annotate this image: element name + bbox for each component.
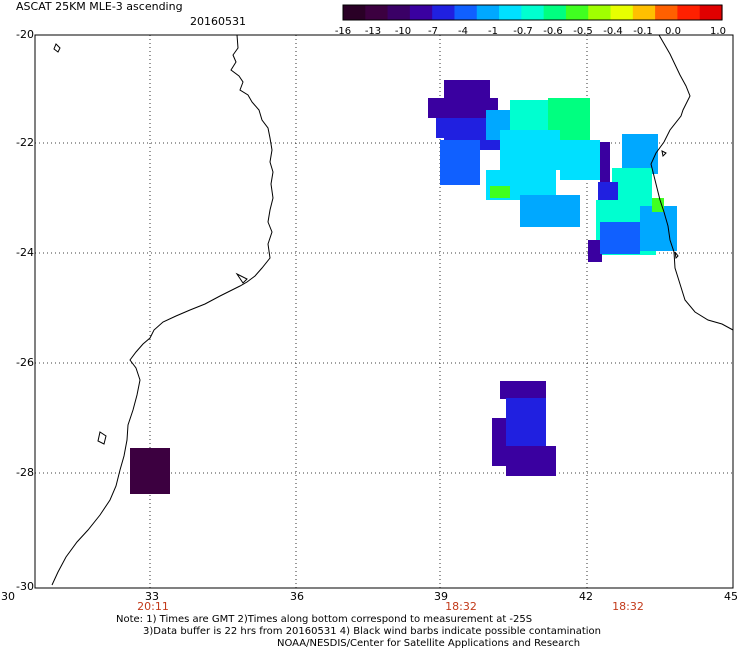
data-cell [600, 222, 640, 254]
time-label: 20:11 [137, 600, 169, 613]
wind-data-swaths [130, 80, 677, 494]
y-tick-label: -24 [16, 246, 34, 259]
colorbar-swatch [432, 5, 456, 20]
data-cell [490, 186, 510, 198]
colorbar-label: 0.0 [665, 26, 681, 37]
data-cell [560, 140, 600, 180]
colorbar-swatch [610, 5, 634, 20]
data-cell [506, 398, 546, 418]
map-date: 20160531 [190, 15, 246, 28]
colorbar-swatch [454, 5, 478, 20]
y-tick-label: -26 [16, 356, 34, 369]
colorbar-swatch [588, 5, 612, 20]
data-cell [492, 418, 506, 466]
colorbar-label: -10 [394, 26, 412, 37]
colorbar-swatch [387, 5, 411, 20]
colorbar-swatch [655, 5, 679, 20]
colorbar-swatch [521, 5, 545, 20]
colorbar-frame [342, 4, 723, 21]
data-cell [500, 381, 546, 399]
colorbar-swatch [677, 5, 701, 20]
footnote-line-2: 3)Data buffer is 22 hrs from 20160531 4)… [143, 626, 601, 637]
colorbar-label: -13 [364, 26, 382, 37]
y-tick-label: -20 [16, 28, 34, 41]
x-tick-label: 36 [290, 590, 304, 603]
colorbar [342, 4, 723, 21]
colorbar-swatch [343, 5, 366, 20]
gridlines [35, 35, 733, 588]
data-cell [588, 240, 602, 262]
colorbar-label: -0.6 [543, 26, 563, 37]
colorbar-label: -0.7 [513, 26, 533, 37]
colorbar-label: -0.4 [603, 26, 623, 37]
x-tick-label: 42 [579, 590, 593, 603]
data-cell [428, 98, 498, 118]
colorbar-swatch [499, 5, 522, 20]
colorbar-swatch [699, 5, 723, 20]
colorbar-label: -16 [334, 26, 352, 37]
colorbar-swatch [476, 5, 500, 20]
coastline [51, 34, 734, 586]
y-tick-label: -30 [16, 580, 34, 593]
data-cell [600, 142, 610, 182]
colorbar-swatch [409, 5, 433, 20]
colorbar-swatch [543, 5, 567, 20]
colorbar-swatch [365, 5, 389, 20]
map-title: ASCAT 25KM MLE-3 ascending [16, 0, 183, 13]
y-tick-label: -28 [16, 466, 34, 479]
data-cell [652, 198, 664, 212]
data-cell [444, 80, 490, 98]
colorbar-label: -0.1 [633, 26, 653, 37]
footnote-line-1: Note: 1) Times are GMT 2)Times along bot… [116, 614, 533, 625]
time-label: 18:32 [612, 600, 644, 613]
y-tick-label: -22 [16, 136, 34, 149]
data-cell [520, 195, 580, 227]
colorbar-label: -0.5 [573, 26, 593, 37]
data-cell [500, 130, 560, 170]
x-tick-label: 33 [145, 590, 159, 603]
footnote-line-3: NOAA/NESDIS/Center for Satellite Applica… [277, 638, 581, 649]
colorbar-label: -1 [488, 26, 498, 37]
x-tick-label: 30 [1, 590, 15, 603]
colorbar-swatch [565, 5, 589, 20]
data-cell [506, 446, 556, 476]
x-tick-label: 45 [724, 590, 738, 603]
colorbar-label: -4 [458, 26, 468, 37]
x-tick-label: 39 [434, 590, 448, 603]
colorbar-swatch [632, 5, 656, 20]
time-label: 18:32 [445, 600, 477, 613]
colorbar-label: 1.0 [710, 26, 726, 37]
data-cell [440, 140, 480, 185]
colorbar-label: -7 [428, 26, 438, 37]
plot-frame [34, 34, 734, 589]
data-cell [130, 448, 170, 494]
